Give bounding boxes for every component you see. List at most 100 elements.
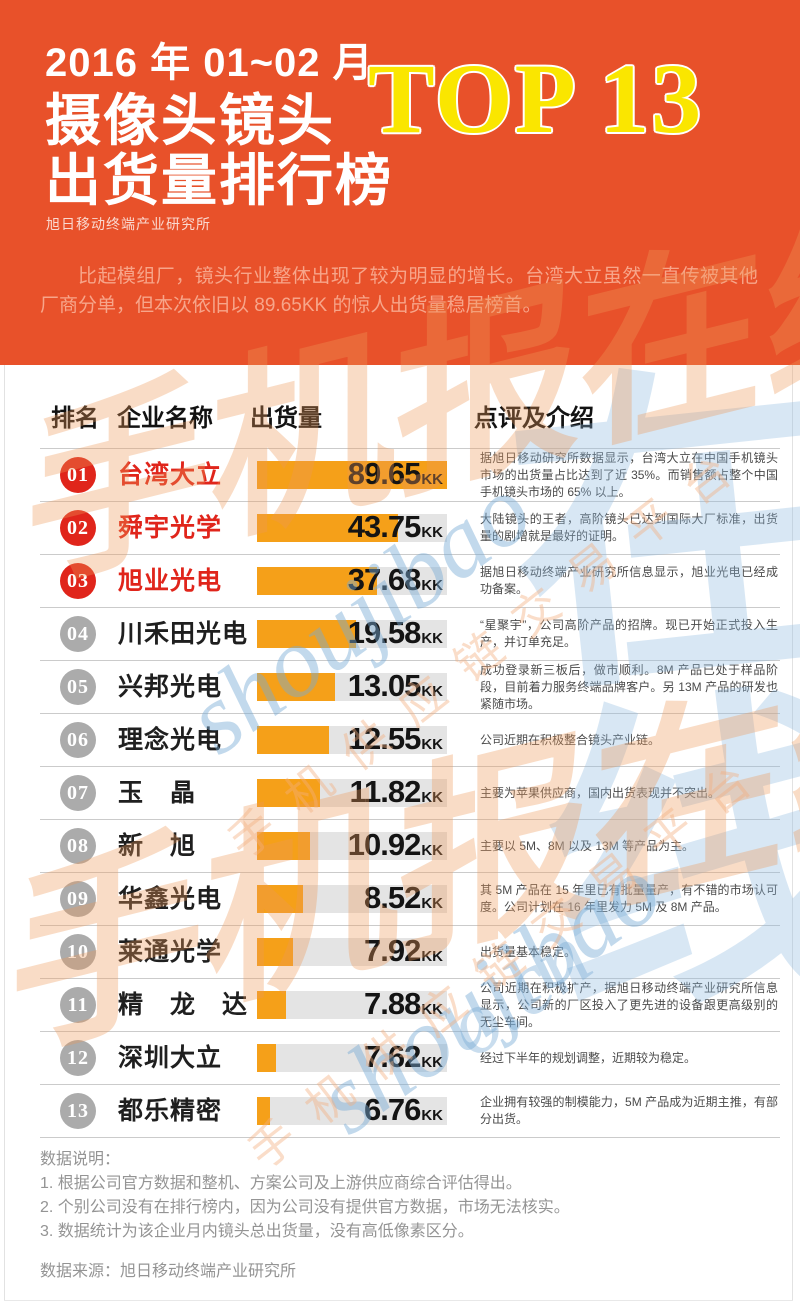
shipment-number: 7.88 bbox=[363, 986, 421, 1021]
shipment-unit: KK bbox=[421, 1054, 443, 1071]
column-header-shipment: 出货量 bbox=[250, 405, 322, 432]
shipment-value: 37.68 KK bbox=[348, 562, 443, 598]
shipment-number: 89.65 bbox=[347, 456, 422, 491]
company-name: 新 旭 bbox=[118, 832, 197, 860]
rank-badge: 13 bbox=[60, 1093, 96, 1129]
shipment-bar-fill bbox=[257, 885, 303, 913]
shipment-bar-track: 43.75 KK bbox=[257, 509, 447, 544]
top13-label: TOP 13 bbox=[366, 43, 704, 154]
shipment-unit: KK bbox=[421, 789, 443, 806]
shipment-number: 43.75 bbox=[347, 509, 422, 544]
shipment-number: 19.58 bbox=[347, 615, 422, 650]
shipment-bar-track: 7.92 KK bbox=[257, 933, 447, 968]
company-comment: 公司近期在积极扩产，据旭日移动终端产业研究所信息显示，公司新的厂区投入了更先进的… bbox=[480, 980, 778, 1029]
company-comment: 公司近期在积极整合镜头产业链。 bbox=[480, 732, 661, 747]
shipment-bar-fill bbox=[257, 620, 356, 648]
sheet-bottom-border bbox=[4, 1300, 793, 1301]
column-header-comment: 点评及介绍 bbox=[474, 405, 594, 432]
shipment-bar-fill bbox=[257, 726, 330, 754]
shipment-unit: KK bbox=[421, 736, 443, 753]
rank-badge: 04 bbox=[60, 616, 96, 652]
company-comment: 据旭日移动研究所数据显示，台湾大立在中国手机镜头市场的出货量占比达到了近 35%… bbox=[480, 450, 778, 499]
report-period: 2016 年 01~02 月 bbox=[45, 41, 374, 85]
shipment-bar-fill bbox=[257, 938, 294, 966]
shipment-number: 13.05 bbox=[347, 668, 422, 703]
shipment-number: 11.82 bbox=[349, 774, 421, 809]
page-title-line1: 摄像头镜头 bbox=[45, 89, 335, 152]
shipment-bar-track: 6.76 KK bbox=[257, 1092, 447, 1127]
company-name: 旭业光电 bbox=[118, 567, 223, 595]
shipment-bar-fill bbox=[257, 1097, 271, 1125]
rank-badge: 05 bbox=[60, 669, 96, 705]
shipment-value: 13.05 KK bbox=[348, 668, 443, 704]
shipment-bar-track: 37.68 KK bbox=[257, 562, 447, 597]
company-name: 兴邦光电 bbox=[118, 673, 223, 701]
note-line-2: 2. 个别公司没有在排行榜内，因为公司没有提供官方数据，市场无法核实。 bbox=[40, 1199, 570, 1216]
table-header: 排名 企业名称 出货量 点评及介绍 bbox=[0, 398, 800, 438]
rank-badge: 01 bbox=[60, 457, 96, 493]
table-row: 04 川禾田光电 19.58 KK “星聚宇”，公司高阶产品的招牌。现已开始正式… bbox=[40, 607, 780, 660]
shipment-unit: KK bbox=[421, 630, 443, 647]
shipment-unit: KK bbox=[421, 471, 443, 488]
shipment-number: 10.92 bbox=[347, 827, 422, 862]
shipment-value: 7.62 KK bbox=[364, 1039, 443, 1075]
shipment-number: 12.55 bbox=[347, 721, 422, 756]
shipment-bar-fill bbox=[257, 779, 320, 807]
rank-badge: 08 bbox=[60, 828, 96, 864]
shipment-value: 7.88 KK bbox=[364, 986, 443, 1022]
shipment-bar-track: 89.65 KK bbox=[257, 456, 447, 491]
shipment-bar-track: 12.55 KK bbox=[257, 721, 447, 756]
rank-badge: 09 bbox=[60, 881, 96, 917]
company-comment: 成功登录新三板后，做市顺利。8M 产品已处于样品阶段，目前着力服务终端品牌客户。… bbox=[480, 662, 778, 711]
shipment-bar-fill bbox=[257, 567, 377, 595]
shipment-value: 43.75 KK bbox=[348, 509, 443, 545]
company-comment: 主要以 5M、8M 以及 13M 等产品为主。 bbox=[480, 838, 695, 853]
rank-badge: 06 bbox=[60, 722, 96, 758]
company-name: 台湾大立 bbox=[118, 461, 223, 489]
company-name: 川禾田光电 bbox=[118, 620, 249, 648]
shipment-bar-track: 8.52 KK bbox=[257, 880, 447, 915]
rank-badge: 12 bbox=[60, 1040, 96, 1076]
shipment-value: 6.76 KK bbox=[364, 1092, 443, 1128]
table-row: 09 华鑫光电 8.52 KK 其 5M 产品在 15 年里已有批量量产，有不错… bbox=[40, 872, 780, 925]
footer-notes: 数据说明： 1. 根据公司官方数据和整机、方案公司及上游供应商综合评估得出。 2… bbox=[40, 1148, 760, 1284]
page-title-line2: 出货量排行榜 bbox=[45, 149, 393, 212]
company-name: 深圳大立 bbox=[118, 1044, 223, 1072]
shipment-number: 7.92 bbox=[363, 933, 421, 968]
research-org: 旭日移动终端产业研究所 bbox=[46, 216, 211, 232]
company-name: 精 龙 达 bbox=[118, 991, 249, 1019]
table-row: 12 深圳大立 7.62 KK 经过下半年的规划调整，近期较为稳定。 bbox=[40, 1031, 780, 1084]
table-row: 13 都乐精密 6.76 KK 企业拥有较强的制模能力，5M 产品成为近期主推，… bbox=[40, 1084, 780, 1138]
company-name: 理念光电 bbox=[118, 726, 223, 754]
company-name: 华鑫光电 bbox=[118, 885, 223, 913]
shipment-value: 10.92 KK bbox=[348, 827, 443, 863]
company-comment: 其 5M 产品在 15 年里已有批量量产，有不错的市场认可度。公司计划在 16 … bbox=[480, 883, 778, 914]
table-row: 01 台湾大立 89.65 KK 据旭日移动研究所数据显示，台湾大立在中国手机镜… bbox=[40, 448, 780, 501]
rank-badge: 03 bbox=[60, 563, 96, 599]
shipment-value: 89.65 KK bbox=[348, 456, 443, 492]
shipment-bar-fill bbox=[257, 1044, 276, 1072]
company-comment: 出货量基本稳定。 bbox=[480, 944, 577, 959]
shipment-unit: KK bbox=[421, 577, 443, 594]
shipment-number: 37.68 bbox=[347, 562, 422, 597]
shipment-value: 7.92 KK bbox=[364, 933, 443, 969]
data-source: 数据来源：旭日移动终端产业研究所 bbox=[40, 1263, 297, 1280]
shipment-unit: KK bbox=[421, 683, 443, 700]
table-row: 07 玉 晶 11.82 KK 主要为苹果供应商，国内出货表现并不突出。 bbox=[40, 766, 780, 819]
shipment-value: 8.52 KK bbox=[364, 880, 443, 916]
shipment-bar-track: 11.82 KK bbox=[257, 774, 447, 809]
ranking-rows: 01 台湾大立 89.65 KK 据旭日移动研究所数据显示，台湾大立在中国手机镜… bbox=[0, 448, 800, 1138]
shipment-unit: KK bbox=[421, 1107, 443, 1124]
shipment-bar-fill bbox=[257, 673, 335, 701]
shipment-bar-track: 7.88 KK bbox=[257, 986, 447, 1021]
shipment-unit: KK bbox=[421, 842, 443, 859]
shipment-value: 12.55 KK bbox=[348, 721, 443, 757]
company-comment: 据旭日移动终端产业研究所信息显示，旭业光电已经成功备案。 bbox=[480, 565, 778, 596]
company-comment: 大陆镜头的王者，高阶镜头已达到国际大厂标准，出货量的剧增就是最好的证明。 bbox=[480, 512, 778, 543]
note-line-1: 1. 根据公司官方数据和整机、方案公司及上游供应商综合评估得出。 bbox=[40, 1175, 522, 1192]
table-row: 06 理念光电 12.55 KK 公司近期在积极整合镜头产业链。 bbox=[40, 713, 780, 766]
table-row: 03 旭业光电 37.68 KK 据旭日移动终端产业研究所信息显示，旭业光电已经… bbox=[40, 554, 780, 607]
shipment-bar-track: 10.92 KK bbox=[257, 827, 447, 862]
company-name: 舜宇光学 bbox=[118, 514, 223, 542]
rank-badge: 07 bbox=[60, 775, 96, 811]
